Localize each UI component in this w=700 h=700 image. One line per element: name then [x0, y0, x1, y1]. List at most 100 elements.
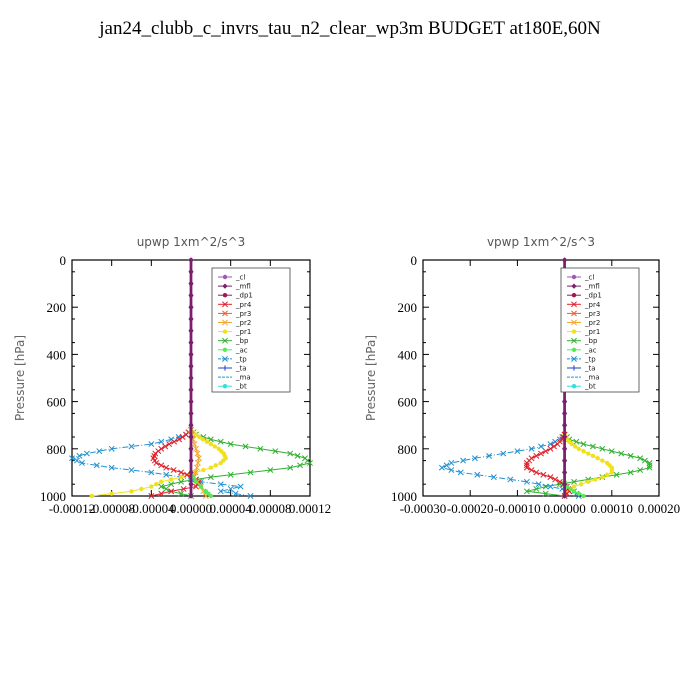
legend-marker — [222, 355, 228, 362]
y-tick-label: 200 — [398, 300, 418, 315]
data-point — [474, 471, 481, 478]
data-point — [646, 464, 653, 471]
data-point — [212, 444, 217, 449]
legend-item: _mfl — [218, 283, 251, 291]
series-mfl — [188, 257, 194, 499]
legend-label: _mfl — [235, 283, 251, 291]
data-point — [609, 467, 614, 473]
data-point — [490, 474, 497, 481]
data-point — [535, 481, 542, 488]
data-point — [201, 467, 206, 473]
data-point — [148, 469, 155, 476]
legend-label: _pr3 — [235, 310, 251, 318]
data-point — [247, 493, 254, 499]
legend-label: _ma — [235, 374, 251, 382]
data-point — [188, 481, 194, 487]
legend-label: _cl — [584, 274, 594, 282]
y-tick-label: 400 — [398, 347, 418, 362]
data-point — [69, 455, 75, 462]
data-point — [188, 458, 194, 464]
data-point — [188, 340, 194, 346]
plot-frame — [422, 259, 660, 497]
legend-label: _dp1 — [584, 292, 602, 300]
data-point — [562, 257, 568, 263]
y-tick-label: 400 — [47, 347, 67, 362]
data-point — [514, 448, 521, 455]
legend-marker — [222, 384, 228, 389]
y-tick-label: 200 — [47, 300, 67, 315]
data-point — [217, 488, 224, 495]
legend-item: _mfl — [567, 283, 600, 291]
data-point — [294, 452, 301, 459]
data-point — [208, 441, 214, 447]
y-tick-label: 800 — [398, 442, 418, 457]
data-point — [448, 467, 455, 473]
legend-item: _dp1 — [218, 292, 253, 300]
legend-marker — [571, 384, 577, 389]
data-point — [207, 474, 214, 481]
data-point — [217, 481, 224, 488]
data-point — [96, 448, 103, 455]
data-point — [188, 363, 194, 369]
legend-item: _ac — [567, 346, 597, 354]
data-point — [148, 493, 155, 499]
data-point — [540, 471, 547, 478]
data-point — [178, 474, 184, 480]
data-point — [158, 483, 165, 490]
data-point — [571, 489, 577, 494]
legend-item: _bp — [218, 337, 249, 345]
data-point — [542, 490, 549, 497]
data-point — [155, 448, 162, 455]
data-point — [227, 485, 234, 492]
data-point — [600, 474, 605, 480]
legend-label: _mfl — [584, 283, 600, 291]
data-point — [188, 269, 194, 275]
legend-marker — [571, 301, 577, 308]
figure-title: jan24_clubb_c_invrs_tau_n2_clear_wp3m BU… — [99, 18, 601, 39]
x-tick-label: 0.00000 — [543, 501, 585, 516]
data-point — [180, 485, 187, 492]
data-point — [204, 439, 210, 444]
data-point — [206, 491, 211, 496]
legend-marker — [222, 301, 228, 308]
data-point — [194, 460, 201, 466]
data-point — [168, 488, 175, 495]
data-point — [438, 464, 445, 471]
data-point — [538, 443, 544, 450]
data-point — [159, 479, 164, 485]
data-point — [304, 457, 311, 464]
legend-label: _bp — [584, 337, 598, 345]
data-point — [128, 467, 135, 473]
legend-item: _ta — [218, 365, 247, 373]
legend-item: _ma — [567, 374, 600, 382]
legend-item: _tp — [218, 355, 247, 363]
data-point — [179, 434, 186, 440]
legend-marker — [222, 365, 228, 371]
legend-marker — [571, 329, 577, 334]
data-point — [222, 453, 227, 459]
data-point — [526, 457, 533, 464]
x-tick-label: 0.00012 — [289, 501, 331, 516]
legend-item: _pr4 — [567, 301, 601, 309]
x-tick-label: 0.00000 — [170, 501, 212, 516]
data-point — [129, 489, 134, 494]
data-point — [646, 460, 653, 466]
data-point — [184, 471, 190, 478]
y-axis-label: Pressure [hPa] — [364, 335, 378, 421]
y-tick-label: 0 — [411, 253, 418, 268]
data-point — [221, 458, 226, 463]
data-point — [219, 448, 224, 454]
data-point — [581, 493, 586, 499]
data-point — [171, 438, 178, 445]
legend-label: _ma — [584, 374, 600, 382]
data-point — [600, 458, 605, 463]
legend-marker — [571, 365, 577, 371]
legend-marker — [571, 355, 577, 362]
legend-label: _pr4 — [584, 301, 601, 309]
data-point — [149, 484, 154, 489]
legend-marker — [222, 310, 228, 317]
legend-item: _bt — [567, 383, 596, 391]
data-point — [272, 448, 279, 455]
data-point — [93, 462, 100, 469]
data-point — [571, 484, 577, 489]
